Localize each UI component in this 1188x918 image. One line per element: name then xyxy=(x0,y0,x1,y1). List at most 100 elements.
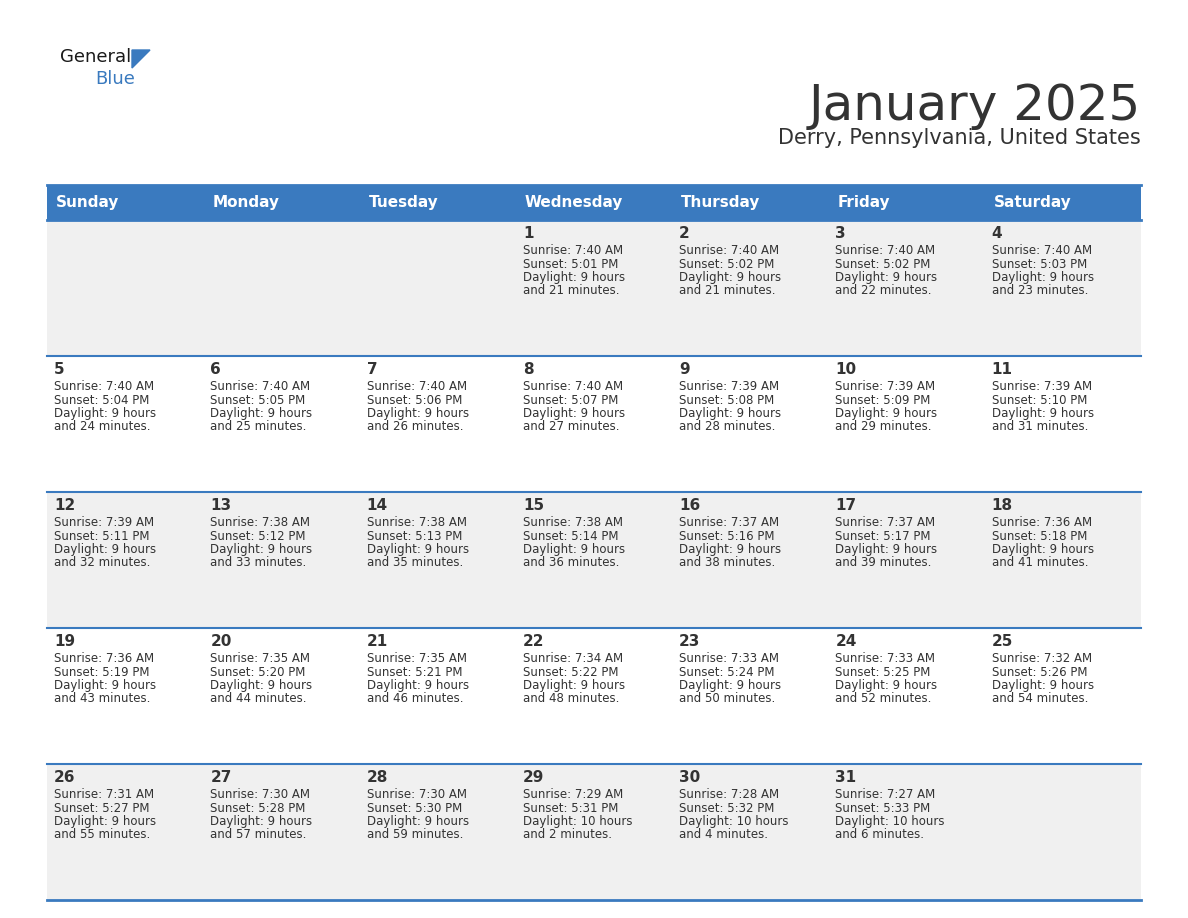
Text: Sunrise: 7:28 AM: Sunrise: 7:28 AM xyxy=(680,788,779,801)
Text: and 21 minutes.: and 21 minutes. xyxy=(523,285,619,297)
Text: 18: 18 xyxy=(992,498,1013,513)
Text: and 38 minutes.: and 38 minutes. xyxy=(680,556,776,569)
Text: 23: 23 xyxy=(680,634,701,649)
Text: 17: 17 xyxy=(835,498,857,513)
Text: 27: 27 xyxy=(210,770,232,785)
Text: Sunset: 5:25 PM: Sunset: 5:25 PM xyxy=(835,666,931,678)
Text: Sunrise: 7:30 AM: Sunrise: 7:30 AM xyxy=(210,788,310,801)
Bar xyxy=(828,220,985,356)
Bar xyxy=(828,628,985,764)
Text: Daylight: 9 hours: Daylight: 9 hours xyxy=(53,815,156,828)
Text: 7: 7 xyxy=(367,362,378,377)
Bar xyxy=(516,492,672,628)
Polygon shape xyxy=(132,50,150,68)
Text: Daylight: 10 hours: Daylight: 10 hours xyxy=(835,815,944,828)
Text: Sunrise: 7:40 AM: Sunrise: 7:40 AM xyxy=(523,380,623,393)
Text: Sunrise: 7:36 AM: Sunrise: 7:36 AM xyxy=(53,652,154,665)
Bar xyxy=(203,185,360,220)
Text: 24: 24 xyxy=(835,634,857,649)
Text: 11: 11 xyxy=(992,362,1012,377)
Text: 21: 21 xyxy=(367,634,387,649)
Text: Sunrise: 7:40 AM: Sunrise: 7:40 AM xyxy=(680,244,779,257)
Text: 2: 2 xyxy=(680,226,690,241)
Text: 22: 22 xyxy=(523,634,544,649)
Text: General: General xyxy=(61,48,131,66)
Text: Daylight: 9 hours: Daylight: 9 hours xyxy=(210,679,312,692)
Text: Daylight: 9 hours: Daylight: 9 hours xyxy=(210,815,312,828)
Text: Sunrise: 7:34 AM: Sunrise: 7:34 AM xyxy=(523,652,623,665)
Text: Daylight: 9 hours: Daylight: 9 hours xyxy=(53,679,156,692)
Text: and 21 minutes.: and 21 minutes. xyxy=(680,285,776,297)
Text: Daylight: 9 hours: Daylight: 9 hours xyxy=(992,407,1094,420)
Text: Sunset: 5:10 PM: Sunset: 5:10 PM xyxy=(992,394,1087,407)
Bar xyxy=(203,628,360,764)
Bar xyxy=(672,185,828,220)
Text: and 44 minutes.: and 44 minutes. xyxy=(210,692,307,706)
Text: Wednesday: Wednesday xyxy=(525,195,624,210)
Text: and 31 minutes.: and 31 minutes. xyxy=(992,420,1088,433)
Text: Daylight: 9 hours: Daylight: 9 hours xyxy=(53,543,156,556)
Text: 14: 14 xyxy=(367,498,387,513)
Text: Sunset: 5:19 PM: Sunset: 5:19 PM xyxy=(53,666,150,678)
Text: Sunrise: 7:33 AM: Sunrise: 7:33 AM xyxy=(835,652,935,665)
Text: 13: 13 xyxy=(210,498,232,513)
Bar xyxy=(985,185,1140,220)
Bar xyxy=(203,492,360,628)
Text: Blue: Blue xyxy=(95,70,135,88)
Bar xyxy=(672,764,828,900)
Text: Daylight: 9 hours: Daylight: 9 hours xyxy=(367,679,469,692)
Bar xyxy=(672,492,828,628)
Text: Sunset: 5:28 PM: Sunset: 5:28 PM xyxy=(210,801,305,814)
Text: 1: 1 xyxy=(523,226,533,241)
Text: Sunset: 5:01 PM: Sunset: 5:01 PM xyxy=(523,258,618,271)
Text: and 33 minutes.: and 33 minutes. xyxy=(210,556,307,569)
Text: Sunrise: 7:32 AM: Sunrise: 7:32 AM xyxy=(992,652,1092,665)
Text: Daylight: 9 hours: Daylight: 9 hours xyxy=(523,543,625,556)
Text: and 50 minutes.: and 50 minutes. xyxy=(680,692,776,706)
Text: and 59 minutes.: and 59 minutes. xyxy=(367,829,463,842)
Text: Sunset: 5:05 PM: Sunset: 5:05 PM xyxy=(210,394,305,407)
Text: and 54 minutes.: and 54 minutes. xyxy=(992,692,1088,706)
Text: Daylight: 9 hours: Daylight: 9 hours xyxy=(367,815,469,828)
Text: Daylight: 9 hours: Daylight: 9 hours xyxy=(680,271,782,284)
Text: Sunrise: 7:33 AM: Sunrise: 7:33 AM xyxy=(680,652,779,665)
Text: Sunset: 5:07 PM: Sunset: 5:07 PM xyxy=(523,394,618,407)
Text: Sunset: 5:22 PM: Sunset: 5:22 PM xyxy=(523,666,619,678)
Bar xyxy=(828,356,985,492)
Text: Sunset: 5:11 PM: Sunset: 5:11 PM xyxy=(53,530,150,543)
Text: Daylight: 9 hours: Daylight: 9 hours xyxy=(367,543,469,556)
Text: Sunset: 5:17 PM: Sunset: 5:17 PM xyxy=(835,530,931,543)
Text: Daylight: 9 hours: Daylight: 9 hours xyxy=(835,543,937,556)
Text: and 48 minutes.: and 48 minutes. xyxy=(523,692,619,706)
Text: and 32 minutes.: and 32 minutes. xyxy=(53,556,151,569)
Text: Derry, Pennsylvania, United States: Derry, Pennsylvania, United States xyxy=(778,128,1140,148)
Text: Daylight: 9 hours: Daylight: 9 hours xyxy=(992,679,1094,692)
Text: and 35 minutes.: and 35 minutes. xyxy=(367,556,463,569)
Bar xyxy=(360,628,516,764)
Bar xyxy=(985,220,1140,356)
Bar xyxy=(672,356,828,492)
Text: and 52 minutes.: and 52 minutes. xyxy=(835,692,931,706)
Bar xyxy=(828,185,985,220)
Text: Daylight: 9 hours: Daylight: 9 hours xyxy=(992,271,1094,284)
Text: Thursday: Thursday xyxy=(681,195,760,210)
Bar xyxy=(985,764,1140,900)
Text: Sunrise: 7:35 AM: Sunrise: 7:35 AM xyxy=(210,652,310,665)
Bar xyxy=(985,628,1140,764)
Text: Sunset: 5:30 PM: Sunset: 5:30 PM xyxy=(367,801,462,814)
Text: 3: 3 xyxy=(835,226,846,241)
Text: and 26 minutes.: and 26 minutes. xyxy=(367,420,463,433)
Bar xyxy=(203,764,360,900)
Text: Sunset: 5:31 PM: Sunset: 5:31 PM xyxy=(523,801,618,814)
Text: and 24 minutes.: and 24 minutes. xyxy=(53,420,151,433)
Text: Daylight: 9 hours: Daylight: 9 hours xyxy=(680,543,782,556)
Text: Daylight: 9 hours: Daylight: 9 hours xyxy=(835,271,937,284)
Bar xyxy=(828,764,985,900)
Bar xyxy=(516,220,672,356)
Text: Sunrise: 7:40 AM: Sunrise: 7:40 AM xyxy=(523,244,623,257)
Text: and 43 minutes.: and 43 minutes. xyxy=(53,692,151,706)
Text: 31: 31 xyxy=(835,770,857,785)
Text: 19: 19 xyxy=(53,634,75,649)
Text: Sunset: 5:02 PM: Sunset: 5:02 PM xyxy=(680,258,775,271)
Text: Daylight: 9 hours: Daylight: 9 hours xyxy=(523,407,625,420)
